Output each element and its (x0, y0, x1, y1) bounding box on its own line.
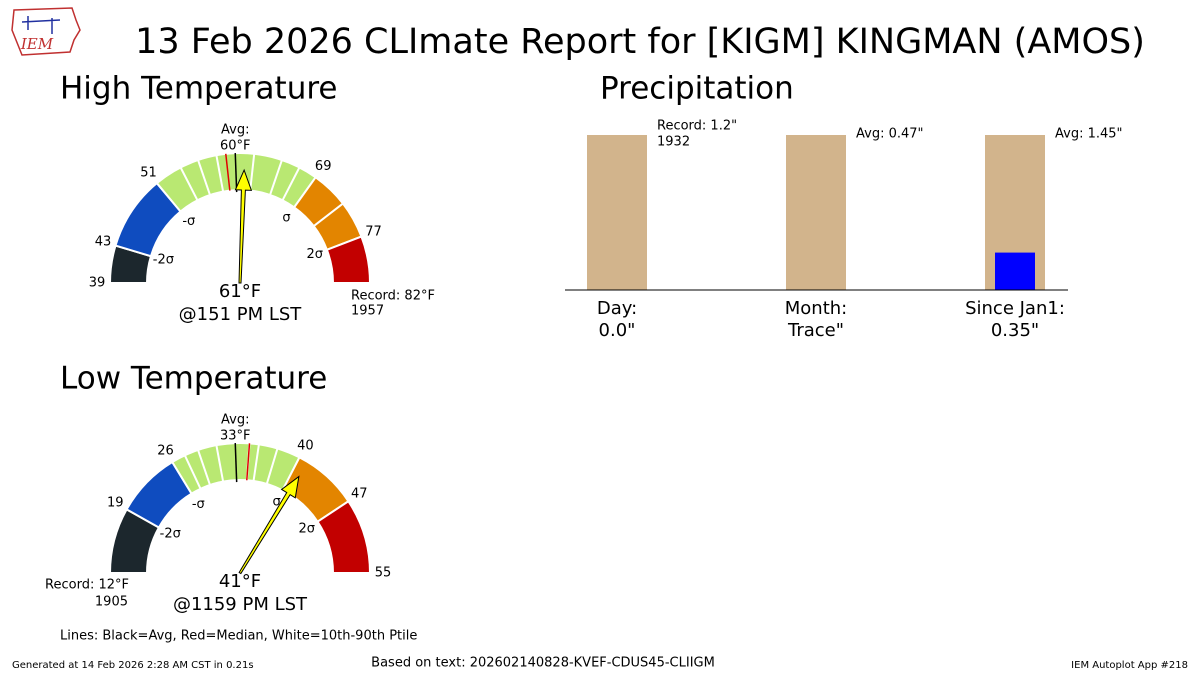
tick-label: 40 (297, 438, 314, 453)
logo-icon (21, 16, 61, 34)
tick-label: 26 (157, 443, 174, 458)
tick-label: 51 (140, 166, 157, 181)
gauge-title: Low Temperature (60, 361, 327, 397)
record-label: Record: 82°F (351, 289, 435, 304)
reference-label: Avg: 1.45" (1055, 127, 1123, 142)
percentile-line (179, 166, 199, 201)
sigma-label: 2σ (298, 521, 315, 536)
needle (234, 168, 253, 284)
percentile-line (249, 153, 256, 191)
avg-line (234, 443, 238, 483)
percentile-line (265, 448, 279, 485)
reference-label: Record: 1.2" (657, 119, 737, 134)
time-label: @1159 PM LST (173, 594, 308, 615)
percentile-line (252, 444, 260, 482)
footer-center: Based on text: 202602140828-KVEF-CDUS45-… (371, 656, 715, 671)
observed-bar (995, 252, 1035, 290)
percentile-line (269, 159, 283, 196)
reference-bar (587, 135, 647, 290)
footer-right: IEM Autoplot App #218 (1071, 660, 1188, 671)
percentile-line (215, 444, 225, 482)
sigma-label: -2σ (153, 252, 174, 267)
avg-value-label: 33°F (220, 429, 251, 444)
logo-outline (11, 7, 81, 56)
tick-label: 19 (107, 496, 124, 511)
avg-value-label: 60°F (220, 139, 251, 154)
chart-title: Precipitation (600, 71, 794, 107)
observed-label: Trace" (787, 320, 844, 341)
gauge-band (316, 499, 372, 574)
record-label: Record: 12°F (45, 578, 129, 593)
sigma-label: -σ (192, 497, 205, 512)
percentile-line (281, 166, 301, 201)
avg-label: Avg: (221, 413, 249, 428)
percentile-line (197, 159, 211, 196)
category-label: Month: (785, 298, 847, 319)
percentile-line (215, 154, 225, 192)
tick-label: 39 (89, 276, 106, 291)
record-year: 1957 (351, 304, 384, 319)
sigma-label: -2σ (160, 526, 181, 541)
reference-year: 1932 (657, 135, 690, 150)
tick-label: 47 (351, 487, 368, 502)
value-label: 41°F (219, 571, 261, 592)
gauge-title: High Temperature (60, 71, 337, 107)
tick-label: 43 (95, 234, 112, 249)
percentile-line (312, 202, 344, 227)
observed-label: 0.0" (599, 320, 636, 341)
tick-label: 77 (365, 224, 382, 239)
legend-note: Lines: Black=Avg, Red=Median, White=10th… (60, 629, 417, 644)
sigma-label: σ (282, 210, 290, 225)
avg-label: Avg: (221, 123, 249, 138)
gauge-band (325, 235, 372, 284)
needle (238, 475, 300, 575)
avg-line (234, 153, 238, 193)
page-title: 13 Feb 2026 CLImate Report for [KIGM] KI… (135, 22, 1145, 62)
category-label: Since Jan1: (965, 298, 1065, 319)
value-label: 61°F (219, 281, 261, 302)
time-label: @151 PM LST (179, 304, 303, 325)
percentile-line (183, 454, 202, 490)
reference-bar (786, 135, 846, 290)
median-line (225, 153, 231, 191)
category-label: Day: (597, 298, 637, 319)
reference-label: Avg: 0.47" (856, 127, 924, 142)
sigma-label: σ (272, 494, 280, 509)
record-year: 1905 (95, 595, 128, 610)
sigma-label: -σ (182, 214, 195, 229)
tick-label: 69 (315, 159, 332, 174)
sigma-label: 2σ (306, 247, 323, 262)
tick-label: 55 (375, 566, 392, 581)
median-line (246, 443, 251, 481)
percentile-line (197, 449, 211, 486)
observed-label: 0.35" (991, 320, 1039, 341)
logo: IEM (11, 7, 81, 56)
footer-left: Generated at 14 Feb 2026 2:28 AM CST in … (12, 660, 254, 671)
logo-text: IEM (20, 35, 54, 53)
